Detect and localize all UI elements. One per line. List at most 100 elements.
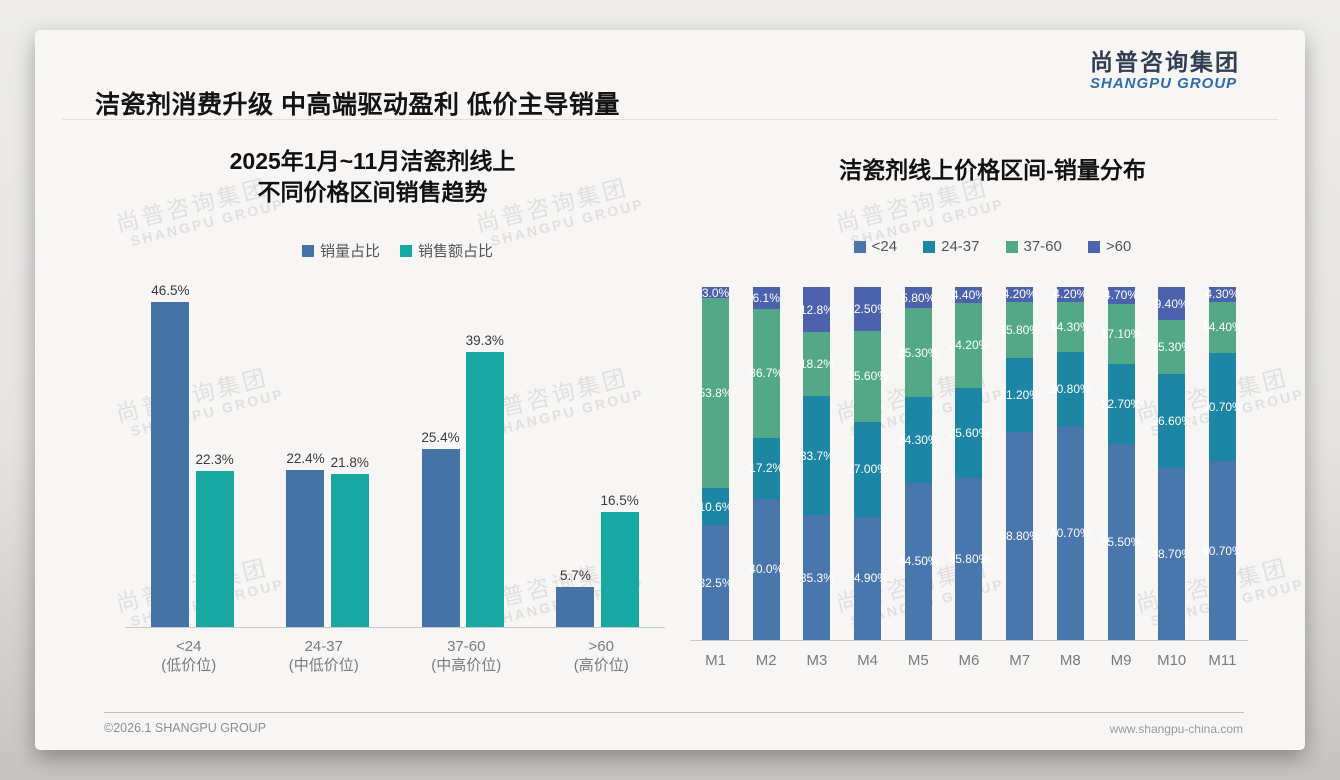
stacked-segment: 26.60%: [1151, 374, 1192, 469]
segment-value-label: 58.80%: [999, 529, 1040, 544]
bar-group: 22.4% 21.8%: [286, 451, 369, 627]
stacked-segment: 12.8%: [800, 287, 834, 333]
segment-value-label: 4.30%: [1205, 287, 1240, 302]
stacked-segment: 25.30%: [898, 307, 939, 398]
segment-value-label: 22.70%: [1100, 397, 1142, 412]
bar-group: 46.5% 22.3%: [151, 283, 234, 627]
segment-value-label: 34.90%: [847, 571, 888, 586]
segment-value-label: 5.80%: [901, 290, 936, 305]
bar: [556, 587, 595, 627]
segment-value-label: 36.7%: [749, 366, 784, 381]
segment-value-label: 4.40%: [951, 287, 986, 302]
stacked-segment: 50.70%: [1202, 461, 1243, 640]
bar-group: 25.4% 39.3%: [421, 333, 504, 627]
stacked-segment: 6.1%: [753, 287, 780, 309]
stacked-segment: 32.5%: [698, 525, 733, 640]
stacked-segment: 24.20%: [949, 302, 989, 388]
category-tier: (低价位): [161, 657, 217, 674]
bar-with-label: 22.4%: [286, 451, 325, 627]
bar-value-label: 25.4%: [421, 430, 460, 446]
logo-chinese: 尚普咨询集团: [1090, 49, 1240, 75]
stacked-segment: 4.40%: [952, 287, 986, 303]
segment-value-label: 33.7%: [799, 448, 834, 463]
stacked-segment: 14.30%: [1050, 301, 1091, 353]
segment-value-label: 12.8%: [799, 302, 834, 317]
category-label: <24 (低价位): [161, 637, 216, 675]
legend-swatch: [1005, 240, 1018, 253]
segment-value-label: 48.70%: [1151, 547, 1193, 562]
bar-group: 5.7% 16.5%: [556, 492, 639, 627]
legend-item: 销售额占比: [400, 240, 493, 261]
bar-value-label: 16.5%: [600, 492, 639, 508]
stacked-segment: 53.8%: [698, 297, 733, 488]
bar-with-label: 25.4%: [421, 430, 460, 627]
month-label: M10: [1157, 652, 1187, 669]
segment-value-label: 17.10%: [1100, 326, 1142, 341]
stacked-segment: 44.50%: [898, 482, 939, 640]
month-label: M11: [1208, 652, 1237, 669]
stacked-segment: 4.70%: [1104, 287, 1138, 304]
stacked-segment: 34.90%: [847, 516, 888, 640]
segment-value-label: 26.60%: [1151, 414, 1193, 429]
bar-value-label: 39.3%: [465, 332, 504, 348]
category-tier: (高价位): [573, 657, 629, 674]
segment-value-label: 15.30%: [1151, 340, 1193, 355]
stacked-segment: 17.10%: [1101, 303, 1141, 364]
bar: [286, 470, 325, 627]
bar-with-label: 46.5%: [151, 283, 190, 627]
category-label: 37-60 (中高价位): [431, 637, 501, 675]
bar: [600, 511, 639, 627]
stacked-segment: 9.40%: [1155, 287, 1189, 321]
stacked-segment: 10.6%: [698, 487, 733, 526]
month-label: M3: [806, 652, 828, 669]
stacked-bar: 40.0% 17.2% 36.7% 6.1%: [749, 287, 783, 640]
segment-value-label: 40.0%: [749, 562, 784, 577]
legend-label: 37-60: [1023, 238, 1062, 255]
month-label: M7: [1009, 652, 1031, 669]
stacked-segment: 58.80%: [999, 432, 1040, 640]
segment-value-label: 25.60%: [847, 369, 888, 384]
segment-value-label: 14.30%: [1049, 320, 1091, 335]
stacked-segment: 25.60%: [949, 387, 989, 479]
legend-swatch: [923, 240, 936, 253]
legend-label: 销量占比: [319, 243, 380, 260]
segment-value-label: 10.6%: [698, 499, 733, 514]
bar-value-label: 5.7%: [560, 568, 591, 584]
stacked-bar: 34.90% 27.00% 25.60% 12.50%: [847, 287, 888, 640]
right-chart-title: 洁瓷剂线上价格区间-销量分布: [839, 157, 1146, 183]
company-logo: 尚普咨询集团 SHANGPU GROUP: [1090, 49, 1240, 93]
segment-value-label: 25.60%: [948, 426, 990, 441]
category-label: 24-37 (中低价位): [289, 637, 359, 675]
stacked-segment: 15.80%: [999, 301, 1040, 358]
stacked-segment: 18.2%: [800, 332, 834, 397]
segment-value-label: 35.3%: [799, 570, 834, 585]
legend-item: <24: [853, 238, 897, 255]
stacked-segment: 3.0%: [702, 286, 729, 300]
segment-value-label: 4.20%: [1053, 287, 1088, 302]
stacked-segment: 30.70%: [1202, 352, 1243, 462]
left-chart-title: 2025年1月~11月洁瓷剂线上 不同价格区间销售趋势: [229, 148, 516, 205]
segment-value-label: 24.30%: [897, 433, 939, 448]
logo-english: SHANGPU GROUP: [1090, 75, 1238, 93]
stacked-segment: 55.50%: [1101, 444, 1141, 640]
stacked-segment: 48.70%: [1151, 468, 1192, 640]
segment-value-label: 18.2%: [799, 357, 834, 372]
category-range: 37-60: [447, 638, 486, 655]
month-label: M5: [907, 652, 929, 669]
bar-with-label: 21.8%: [331, 455, 369, 627]
left-chart-x-axis: <24 (低价位) 24-37 (中低价位) 37-60 (中高价位) >60 (高价位): [125, 637, 665, 675]
stacked-segment: 4.30%: [1205, 286, 1239, 302]
segment-value-label: 45.80%: [948, 552, 990, 567]
right-chart-x-axis: M1 M2 M3 M4 M5 M6 M7 M8 M9 M10 M11: [690, 651, 1248, 670]
legend-item: 37-60: [1005, 238, 1062, 255]
stacked-segment: 12.50%: [847, 287, 888, 332]
stacked-bar: 55.50% 22.70% 17.10% 4.70%: [1101, 287, 1141, 640]
left-chart-legend: 销量占比 销售额占比: [130, 240, 665, 261]
stacked-segment: 35.3%: [800, 515, 834, 640]
stacked-segment: 4.20%: [1053, 287, 1087, 302]
segment-value-label: 9.40%: [1154, 296, 1189, 311]
stacked-segment: 22.70%: [1101, 363, 1141, 445]
month-label: M4: [857, 652, 878, 669]
stacked-bar: 58.80% 21.20% 15.80% 4.20%: [999, 287, 1040, 640]
stacked-segment: 21.20%: [999, 357, 1040, 433]
